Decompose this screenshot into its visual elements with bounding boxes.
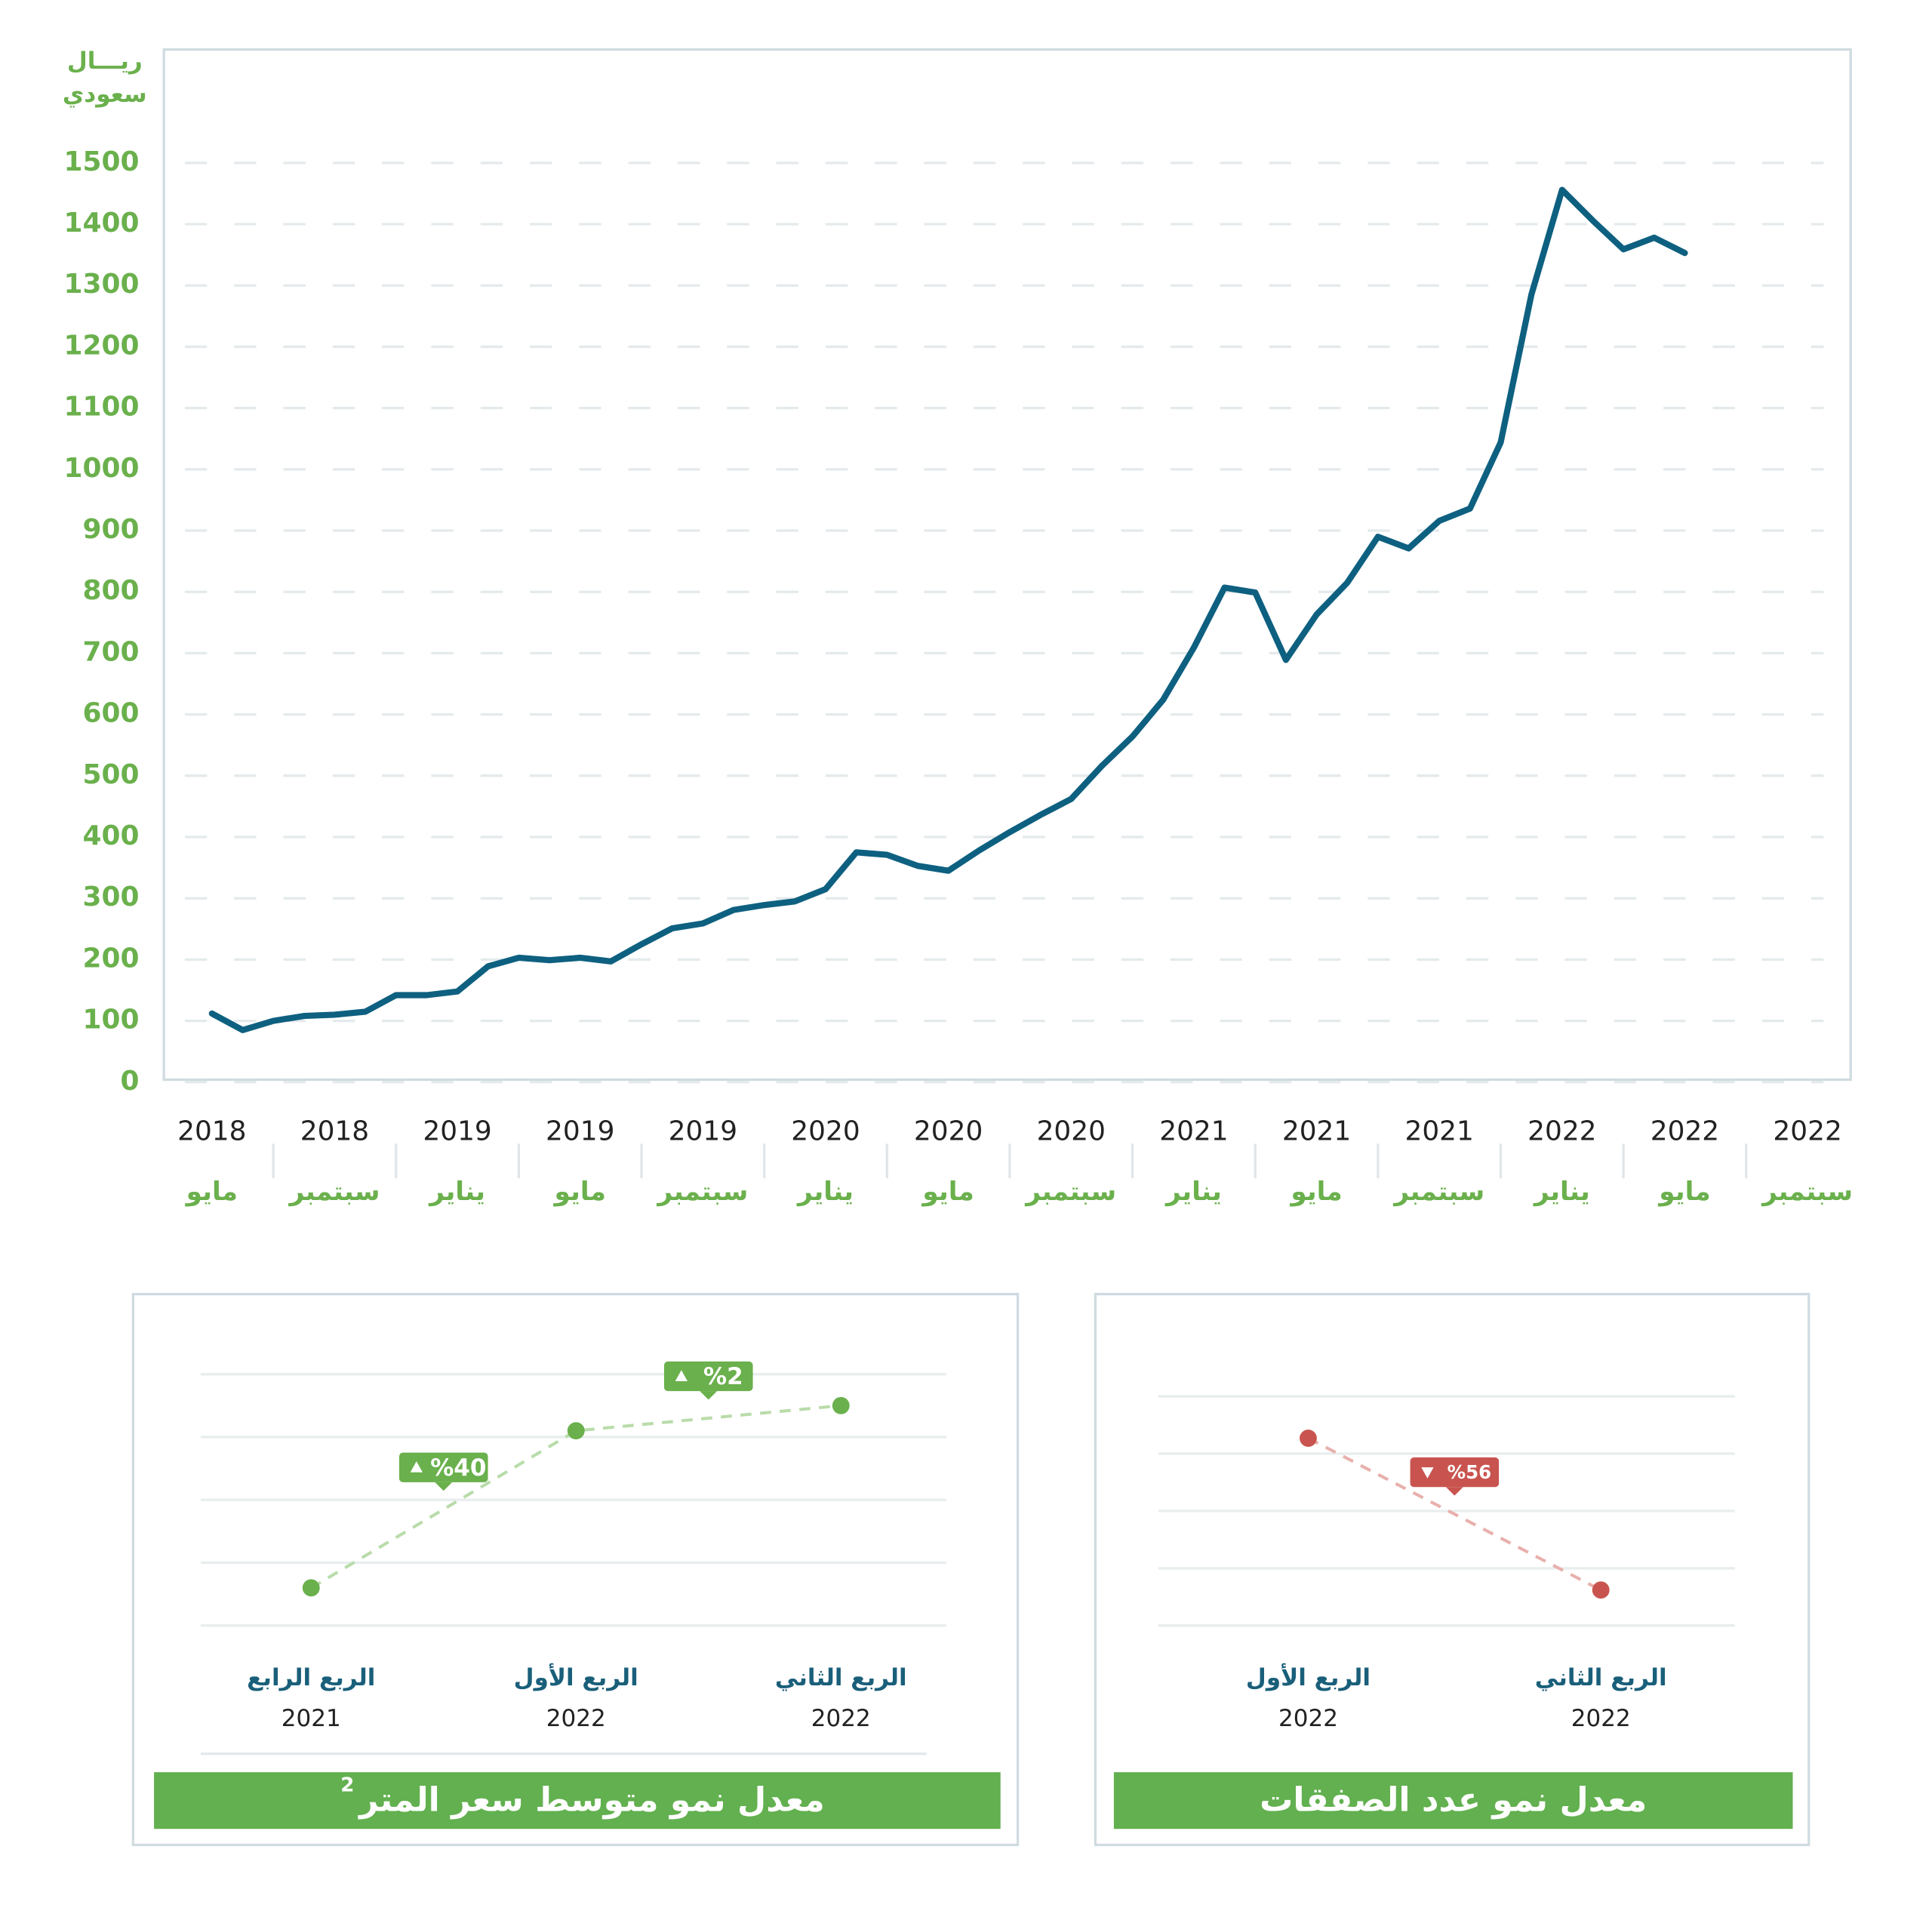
y-tick-label: 300: [83, 882, 140, 912]
x-tick-year: 2020: [791, 1116, 860, 1147]
x-tick-year: 2018: [177, 1116, 246, 1147]
x-tick-month: يناير: [1533, 1177, 1590, 1207]
x-tick-month: يناير: [1164, 1177, 1222, 1207]
y-tick-label: 1000: [64, 453, 140, 484]
main-frame: [162, 48, 1852, 1082]
price-line: [208, 186, 1688, 1033]
x-tick-year: 2021: [1159, 1116, 1228, 1147]
quarter-label: الربع الثاني: [1535, 1664, 1667, 1691]
x-tick-year: 2022: [1651, 1116, 1719, 1147]
year-label: 2022: [1278, 1705, 1338, 1732]
badge-label: %56: [1447, 1461, 1492, 1483]
y-tick-label: 1400: [64, 208, 140, 238]
year-label: 2022: [1571, 1705, 1631, 1732]
x-tick-year: 2022: [1773, 1116, 1841, 1147]
y-tick-label: 100: [83, 1005, 140, 1036]
y-tick-label: 500: [83, 759, 140, 790]
x-tick-month: سبتمبر: [656, 1177, 748, 1207]
x-tick-month: مايو: [921, 1177, 974, 1207]
x-tick-year: 2021: [1404, 1116, 1473, 1147]
quarter-label: الربع الرابع: [247, 1664, 375, 1691]
x-tick-year: 2021: [1282, 1116, 1351, 1147]
year-label: 2021: [281, 1705, 341, 1732]
x-tick-month: يناير: [428, 1177, 485, 1207]
y-axis-title: سعودي: [63, 81, 147, 108]
x-tick-month: سبتمبر: [1392, 1177, 1484, 1207]
badge-pointer: [1445, 1487, 1463, 1496]
point: [567, 1422, 585, 1440]
x-tick-month: مايو: [185, 1177, 238, 1207]
badge-label: %2: [703, 1363, 743, 1390]
year-label: 2022: [811, 1705, 871, 1732]
badge-label: %40: [430, 1454, 486, 1482]
x-tick-month: سبتمبر: [1024, 1177, 1116, 1207]
quarter-label: الربع الأول: [1246, 1663, 1371, 1691]
point: [832, 1396, 850, 1414]
x-tick-month: مايو: [553, 1177, 606, 1207]
badge: [664, 1361, 753, 1392]
x-tick-year: 2019: [423, 1116, 491, 1147]
trend-line: [1307, 1436, 1602, 1592]
left-panel: [131, 1292, 1020, 1847]
title-bar: [154, 1772, 1001, 1830]
y-tick-label: 200: [83, 943, 140, 974]
y-tick-label: 900: [83, 514, 140, 545]
x-tick-month: سبتمبر: [1761, 1177, 1853, 1207]
x-tick-month: مايو: [1289, 1177, 1342, 1207]
x-tick-month: يناير: [796, 1177, 854, 1207]
x-tick-year: 2022: [1527, 1116, 1596, 1147]
badge: [1410, 1457, 1500, 1488]
x-tick-month: سبتمبر: [288, 1177, 380, 1207]
y-tick-label: 400: [83, 820, 140, 851]
y-tick-label: 1300: [64, 269, 140, 300]
badge-arrow: [1421, 1467, 1434, 1479]
x-tick-year: 2018: [300, 1116, 369, 1147]
x-tick-year: 2020: [914, 1116, 983, 1147]
y-tick-label: 1200: [64, 330, 140, 361]
quarter-label: الربع الثاني: [775, 1664, 907, 1691]
y-tick-label: 1100: [64, 392, 140, 423]
panel-title: معدل نمو عدد الصفقات: [1260, 1780, 1647, 1819]
x-tick-year: 2019: [546, 1116, 614, 1147]
x-tick-year: 2019: [669, 1116, 737, 1147]
point: [1592, 1581, 1610, 1599]
x-tick-month: مايو: [1657, 1177, 1710, 1207]
badge-arrow: [410, 1461, 423, 1473]
y-tick-label: 800: [83, 575, 140, 606]
trend-line: [310, 1404, 841, 1589]
quarter-label: الربع الأول: [514, 1663, 638, 1691]
x-tick-year: 2020: [1037, 1116, 1106, 1147]
title-bar: [1113, 1772, 1793, 1830]
y-tick-label: 0: [121, 1066, 140, 1097]
year-label: 2022: [546, 1705, 606, 1732]
y-tick-label: 600: [83, 698, 140, 729]
y-tick-label: 700: [83, 636, 140, 667]
title-superscript: 2: [340, 1774, 354, 1797]
y-tick-label: 1500: [64, 146, 140, 177]
panel-title: معدل نمو متوسط سعر المتر: [358, 1780, 825, 1819]
badge: [398, 1452, 488, 1482]
right-panel: [1094, 1292, 1810, 1847]
point: [1300, 1429, 1317, 1447]
point: [302, 1579, 320, 1597]
badge-arrow: [675, 1370, 688, 1382]
badge-pointer: [700, 1391, 718, 1400]
badge-pointer: [435, 1482, 453, 1491]
y-axis-title: ريـــال: [67, 48, 143, 75]
